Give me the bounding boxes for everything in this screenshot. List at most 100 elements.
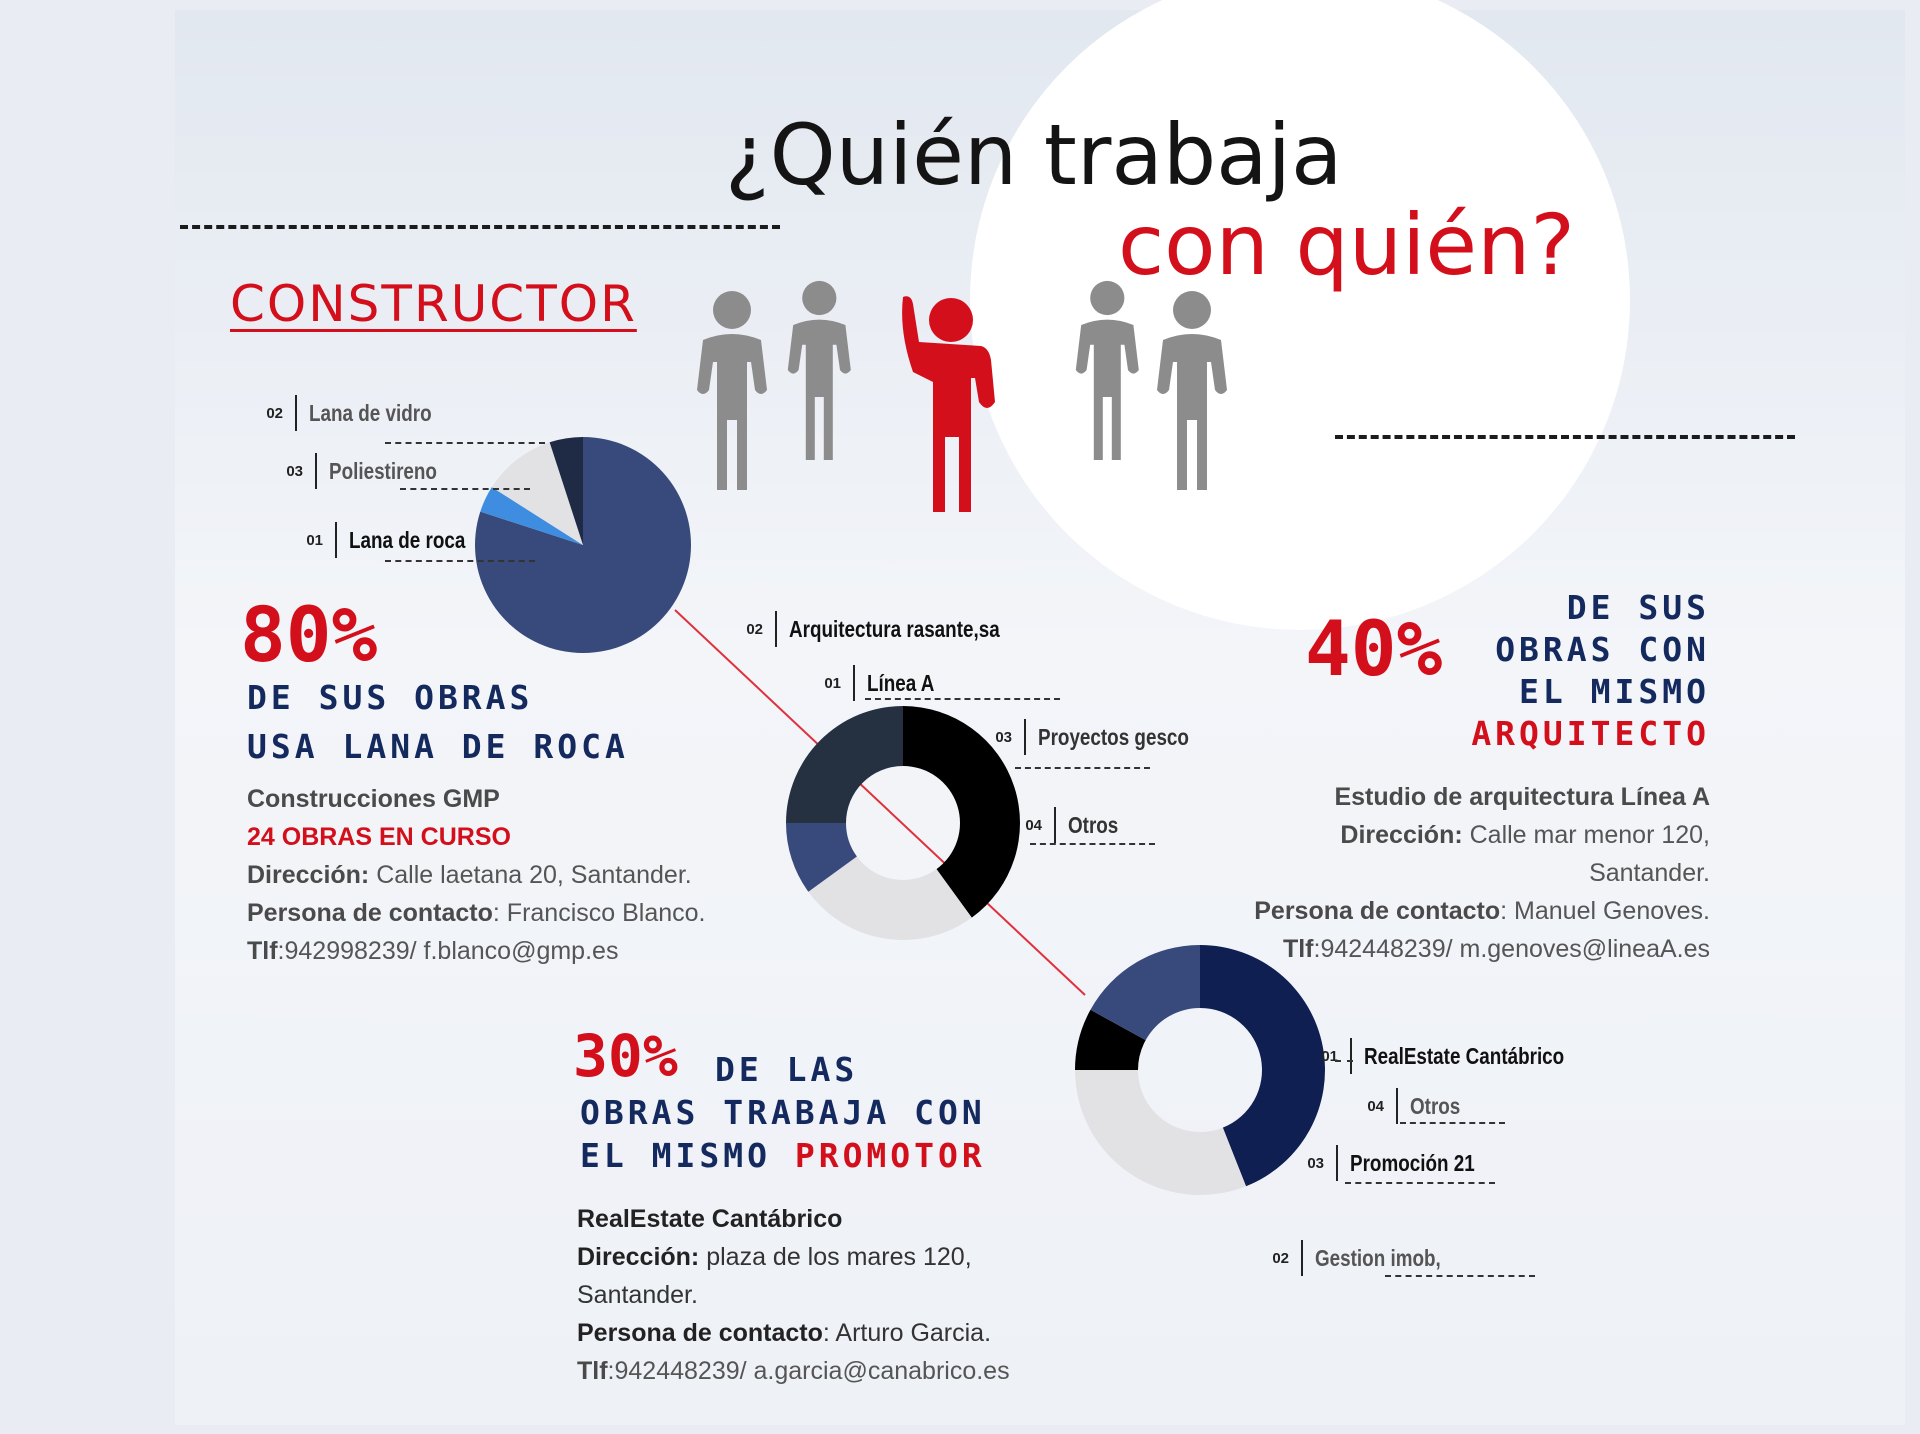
label-text: Lana de roca [349,526,466,553]
label-poliestireno: 03 Poliestireno [277,453,461,489]
address-line: Dirección: Calle laetana 20, Santander. [247,856,706,894]
pie-chart-insulation [475,437,691,653]
label-number: 04 [1367,1097,1384,1115]
constructor-percentage: 80% [240,590,378,679]
contact-line: Persona de contacto: Manuel Genoves. [1254,892,1710,930]
label-linea-a: 01 Línea A [815,665,949,701]
label-lana-vidro: 02 Lana de vidro [257,395,459,431]
label-otros-promoters: 04 Otros [1358,1088,1471,1124]
divider-right [1335,435,1795,439]
label-text: Lana de vidro [309,399,432,426]
label-number: 02 [1272,1249,1289,1267]
person-raising-hand-icon [902,296,995,512]
people-group [697,280,1227,512]
person-icon [1075,280,1139,460]
label-promocion-21: 03 Promoción 21 [1298,1145,1502,1181]
label-number: 02 [746,620,763,638]
label-realestate-cantabrico: 01 RealEstate Cantábrico [1312,1038,1608,1074]
label-otros-architects: 04 Otros [1016,807,1129,843]
constructor-info: Construcciones GMP 24 OBRAS EN CURSO Dir… [247,780,706,970]
address-label: Dirección: [1340,821,1463,849]
company-name: Estudio de arquitectura Línea A [1334,783,1710,811]
promoter-headline-3-line: EL MISMO PROMOTOR [580,1136,986,1175]
label-dash [1400,1122,1505,1124]
phone-line: Tlf:942998239/ f.blanco@gmp.es [247,932,706,970]
label-text: Arquitectura rasante,sa [789,615,1000,642]
label-text: Línea A [867,669,935,696]
company-name: RealEstate Cantábrico [577,1205,843,1233]
label-text: Gestion imob, [1315,1244,1441,1271]
background-circle [970,0,1630,630]
section-title: CONSTRUCTOR [230,275,637,333]
address-label: Dirección: [577,1243,700,1271]
slice-otros [1075,1009,1146,1070]
contact-line: Persona de contacto: Arturo Garcia. [577,1314,1010,1352]
promoter-headline-4: PROMOTOR [794,1136,986,1175]
person-icon [697,291,767,490]
constructor-headline-2: USA LANA DE ROCA [247,727,629,766]
label-dash [865,698,1060,700]
phone-line: Tlf:942448239/ m.genoves@lineaA.es [1254,930,1710,968]
label-dash [385,560,535,562]
contact-value: : Arturo Garcia. [822,1319,992,1347]
infographic-canvas: ¿Quién trabaja con quién? CONSTRUCTOR [175,0,1905,1425]
label-number: 01 [1321,1047,1338,1065]
label-number: 01 [306,531,323,549]
architect-headline-3: EL MISMO [1519,672,1710,711]
constructor-headline-1: DE SUS OBRAS [247,678,534,717]
title-line-2: con quién? [1118,196,1575,294]
phone-value: :942998239/ f.blanco@gmp.es [277,937,619,965]
contact-label: Persona de contacto [1254,897,1501,925]
phone-line: Tlf:942448239/ a.garcia@canabrico.es [577,1352,1010,1390]
slice-poliestireno [491,442,583,545]
address-line-2: Santander. [577,1281,698,1309]
label-number: 02 [266,404,283,422]
slice-proyectos-gesco [786,823,857,892]
contact-label: Persona de contacto [247,899,493,927]
promoter-headline-2: OBRAS TRABAJA CON [580,1093,986,1132]
donut-chart-architects [786,706,1020,940]
person-icon [787,280,851,460]
architect-headline-1: DE SUS [1566,588,1710,627]
title-line-1: ¿Quién trabaja [725,106,1343,204]
label-number: 03 [286,462,303,480]
label-text: Proyectos gesco [1038,723,1189,750]
label-arquitectura-rasante: 02 Arquitectura rasante,sa [737,611,1046,647]
phone-label: Tlf [1282,935,1314,963]
label-dash [400,488,530,490]
label-number: 03 [1307,1154,1324,1172]
architect-info: Estudio de arquitectura Línea A Direcció… [1254,778,1710,968]
label-dash [1015,767,1150,769]
contact-label: Persona de contacto [577,1319,823,1347]
label-number: 01 [824,674,841,692]
person-icon [1157,291,1227,490]
label-dash [1335,1060,1353,1062]
contact-line: Persona de contacto: Francisco Blanco. [247,894,706,932]
architect-headline-4: ARQUITECTO [1471,714,1710,753]
promoter-info: RealEstate Cantábrico Dirección: plaza d… [577,1200,1010,1390]
works-in-progress: 24 OBRAS EN CURSO [247,823,511,851]
slice-gestion-imob- [1090,945,1200,1041]
company-name: Construcciones GMP [247,785,500,813]
contact-value: : Manuel Genoves. [1500,897,1710,925]
phone-value: :942448239/ m.genoves@lineaA.es [1313,935,1710,963]
promoter-headline-1: DE LAS [715,1050,859,1089]
contact-value: : Francisco Blanco. [492,899,706,927]
architect-headline-2: OBRAS CON [1495,630,1710,669]
phone-value: :942448239/ a.garcia@canabrico.es [607,1357,1010,1385]
connector-line [674,609,1086,996]
phone-label: Tlf [577,1357,608,1385]
address-line: Dirección: Calle mar menor 120, [1254,816,1710,854]
address-line-2: Santander. [1589,859,1710,887]
address-value: plaza de los mares 120, [699,1243,972,1271]
slice-promoci-n-21 [1075,1070,1247,1195]
address-value: Calle mar menor 120, [1462,821,1710,849]
slice-lana-de-vidro [480,487,583,545]
slice-realestate-cant-brico [1200,945,1325,1187]
label-text: RealEstate Cantábrico [1364,1042,1565,1069]
promoter-percentage: 30% [573,1022,678,1090]
label-text: Promoción 21 [1350,1149,1475,1176]
slice-l-nea-a [808,856,972,940]
label-dash [1385,1275,1535,1277]
label-text: Poliestireno [329,457,437,484]
